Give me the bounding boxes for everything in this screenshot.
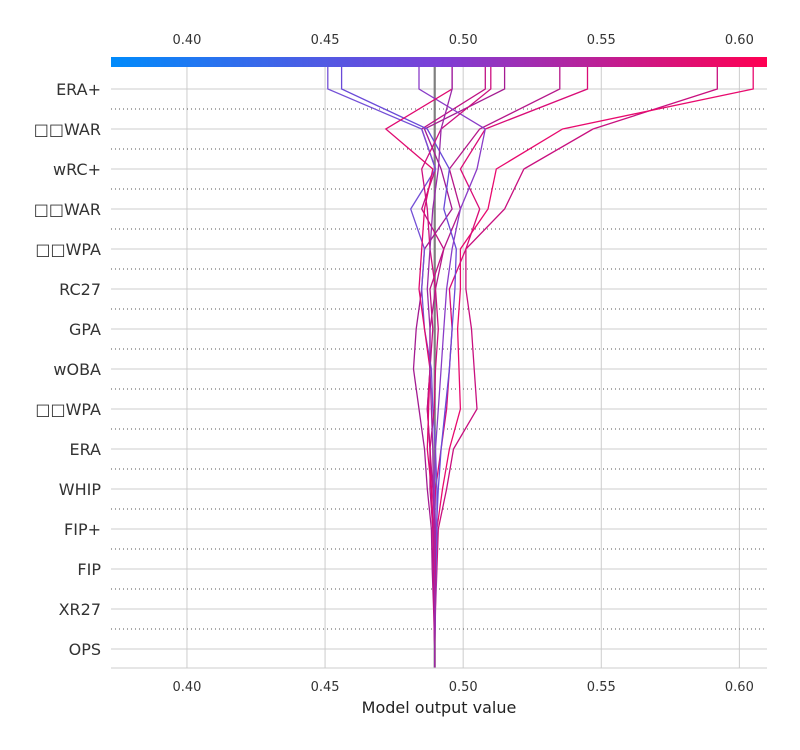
top-tick-label: 0.55 xyxy=(587,33,616,48)
bottom-tick-label: 0.40 xyxy=(172,680,201,695)
bottom-tick-label: 0.55 xyxy=(587,680,616,695)
feature-label: □□WPA xyxy=(35,240,101,259)
bottom-tick-label: 0.50 xyxy=(449,680,478,695)
feature-label: GPA xyxy=(69,320,101,339)
bottom-tick-label: 0.45 xyxy=(311,680,340,695)
decision-line xyxy=(412,67,506,668)
top-tick-label: 0.50 xyxy=(449,33,478,48)
feature-row-lines xyxy=(111,88,767,650)
feature-label: FIP xyxy=(77,560,101,579)
colorbar xyxy=(111,57,767,67)
decision-line xyxy=(418,67,487,668)
decision-line xyxy=(434,67,718,668)
feature-label: □□WPA xyxy=(35,400,101,419)
feature-labels: OPS XR27 FIP FIP+ WHIP ERA □□WPA wOBA GPA RC27 □□W… xyxy=(34,80,102,659)
feature-label: wOBA xyxy=(53,360,101,379)
feature-label: wRC+ xyxy=(53,160,101,179)
decision-line xyxy=(434,67,754,668)
feature-label: ERA xyxy=(69,440,101,459)
top-tick-label: 0.45 xyxy=(311,33,340,48)
feature-label: □□WAR xyxy=(34,200,101,219)
decision-line xyxy=(327,67,438,668)
top-tick-labels: 0.40 0.45 0.50 0.55 0.60 xyxy=(172,33,753,48)
feature-label: □□WAR xyxy=(34,120,101,139)
feature-label: RC27 xyxy=(59,280,101,299)
decision-lines xyxy=(327,67,754,668)
bottom-tick-labels: 0.40 0.45 0.50 0.55 0.60 xyxy=(172,680,753,695)
feature-label: OPS xyxy=(69,640,101,659)
feature-label: WHIP xyxy=(59,480,102,499)
top-tick-label: 0.60 xyxy=(725,33,754,48)
decision-line xyxy=(421,67,492,668)
feature-label: ERA+ xyxy=(56,80,101,99)
decision-line xyxy=(433,67,589,668)
feature-label: FIP+ xyxy=(64,520,101,539)
x-axis-title: Model output value xyxy=(362,698,517,717)
top-tick-label: 0.40 xyxy=(172,33,201,48)
vertical-gridlines xyxy=(186,57,740,668)
feature-label: XR27 xyxy=(59,600,101,619)
decision-line xyxy=(426,67,561,668)
bottom-tick-label: 0.60 xyxy=(725,680,754,695)
decision-line xyxy=(426,67,453,668)
